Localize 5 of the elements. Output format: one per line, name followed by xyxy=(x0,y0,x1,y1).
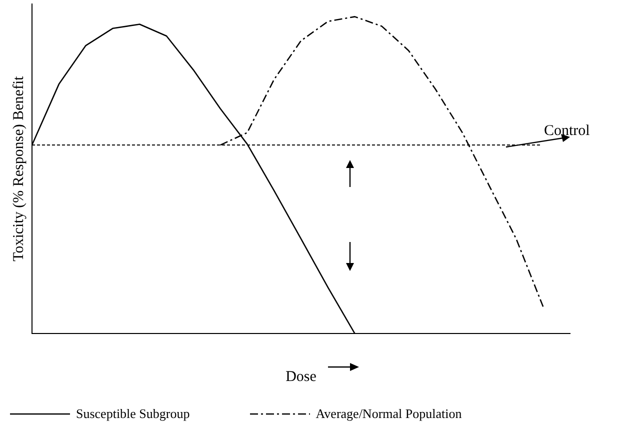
x-axis-title: Dose xyxy=(286,368,317,385)
ref-line-label: Control xyxy=(544,122,590,139)
y-axis-title: Toxicity (% Response) Benefit xyxy=(10,75,27,262)
legend-label: Average/Normal Population xyxy=(316,406,462,422)
legend-label: Susceptible Subgroup xyxy=(76,406,190,422)
